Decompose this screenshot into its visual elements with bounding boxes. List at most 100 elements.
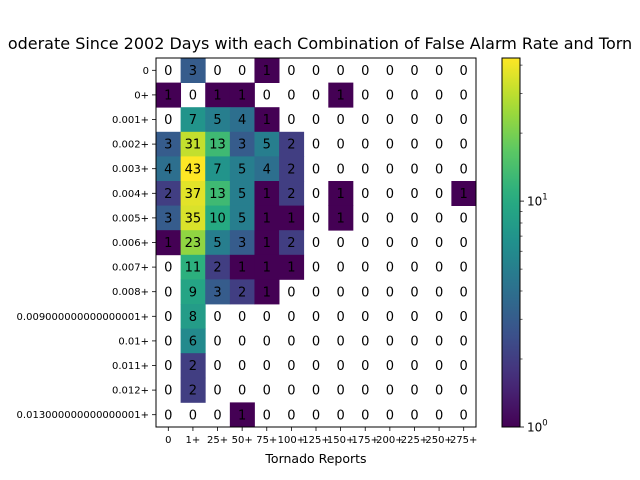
cell-value-label: 0 (238, 384, 246, 399)
cell-value-label: 2 (189, 384, 197, 399)
cell-value-label: 0 (435, 408, 443, 423)
y-tick-label: 0.011+ (112, 361, 149, 372)
cell-value-label: 1 (287, 261, 295, 276)
cell-value-label: 0 (164, 285, 172, 300)
x-tick-label: 150+ (327, 435, 354, 446)
cell-value-label: 0 (312, 187, 320, 202)
heatmap-cell (180, 377, 206, 403)
cell-value-label: 0 (312, 408, 320, 423)
cell-value-label: 0 (435, 261, 443, 276)
y-axis-ticks: 0 0+ 0.001+ 0.002+ 0.003+ 0.004+ 0.005+ 0.006+ 0… (17, 66, 156, 421)
cell-value-label: 5 (238, 212, 246, 227)
cell-value-label: 37 (185, 187, 202, 202)
colorbar-ticks: 100 101 (520, 64, 548, 435)
y-tick-label: 0.006+ (112, 238, 149, 249)
cell-value-label: 5 (213, 113, 221, 128)
cell-value-label: 0 (312, 162, 320, 177)
cell-value-label: 0 (435, 89, 443, 104)
cell-value-label: 0 (312, 89, 320, 104)
x-tick-label: 75+ (256, 435, 277, 446)
cell-value-label: 0 (312, 335, 320, 350)
cell-value-label: 0 (336, 408, 344, 423)
cell-value-label: 0 (213, 335, 221, 350)
cell-value-label: 2 (287, 236, 295, 251)
heatmap-cell (180, 58, 206, 83)
cell-value-label: 0 (435, 359, 443, 374)
heatmap-cell (229, 402, 255, 428)
cell-value-label: 3 (189, 64, 197, 79)
cell-value-label: 0 (312, 261, 320, 276)
cell-value-label: 0 (336, 261, 344, 276)
x-tick-label: 275+ (450, 435, 477, 446)
cell-value-label: 1 (263, 236, 271, 251)
cell-value-label: 1 (213, 89, 221, 104)
colorbar: 100 101 (501, 57, 548, 435)
cell-value-label: 0 (435, 310, 443, 325)
cell-value-label: 0 (238, 64, 246, 79)
cell-value-label: 0 (386, 408, 394, 423)
cell-value-label: 0 (312, 113, 320, 128)
cell-value-label: 0 (435, 285, 443, 300)
x-tick-label: 200+ (376, 435, 403, 446)
cell-value-label: 1 (238, 261, 246, 276)
cell-value-label: 4 (164, 162, 172, 177)
cell-value-label: 0 (386, 384, 394, 399)
cell-value-label: 0 (435, 384, 443, 399)
cell-value-label: 0 (336, 113, 344, 128)
heatmap-cell (156, 181, 182, 206)
cell-value-label: 0 (263, 408, 271, 423)
x-tick-label: 100+ (278, 435, 305, 446)
cell-value-label: 1 (263, 187, 271, 202)
cell-value-label: 0 (460, 212, 468, 227)
colorbar-gradient (502, 58, 520, 427)
heatmap-cell (180, 205, 206, 231)
cell-value-label: 0 (435, 162, 443, 177)
heatmap-cells (156, 58, 477, 428)
cell-value-label: 0 (164, 261, 172, 276)
cell-value-label: 0 (312, 64, 320, 79)
heatmap-cell (254, 230, 280, 256)
cell-value-label: 0 (460, 162, 468, 177)
cell-value-label: 1 (263, 113, 271, 128)
cell-value-label: 2 (287, 138, 295, 153)
cell-value-label: 0 (460, 310, 468, 325)
cell-value-label: 0 (336, 310, 344, 325)
cell-value-label: 0 (336, 64, 344, 79)
cell-value-label: 0 (386, 359, 394, 374)
cell-value-label: 9 (189, 285, 197, 300)
heatmap-cell (279, 230, 305, 256)
cell-value-label: 0 (312, 236, 320, 251)
cell-value-label: 0 (312, 212, 320, 227)
cell-value-label: 0 (410, 162, 418, 177)
cell-value-label: 0 (386, 261, 394, 276)
cell-value-label: 31 (185, 138, 202, 153)
cell-value-label: 0 (410, 335, 418, 350)
heatmap-cell (205, 107, 231, 133)
cell-value-label: 0 (460, 236, 468, 251)
x-tick-label: 125+ (302, 435, 329, 446)
cell-value-label: 1 (164, 89, 172, 104)
heatmap-cell (328, 82, 354, 108)
cell-value-label: 0 (460, 408, 468, 423)
cell-value-label: 0 (435, 187, 443, 202)
cell-value-label: 0 (435, 64, 443, 79)
y-tick-label: 0.001+ (112, 115, 149, 126)
cell-value-label: 5 (238, 187, 246, 202)
heatmap-cell (180, 156, 206, 182)
cell-value-label: 3 (164, 212, 172, 227)
cell-value-label: 0 (336, 384, 344, 399)
cell-value-label: 0 (312, 310, 320, 325)
cell-value-label: 0 (361, 162, 369, 177)
heatmap-cell (180, 279, 206, 305)
cell-value-label: 0 (361, 285, 369, 300)
cell-value-label: 7 (213, 162, 221, 177)
cell-value-label: 0 (410, 212, 418, 227)
cell-value-label: 0 (164, 384, 172, 399)
cell-value-label: 0 (460, 384, 468, 399)
y-tick-label: 0.008+ (112, 287, 149, 298)
cell-value-label: 0 (189, 89, 197, 104)
cell-value-label: 0 (263, 89, 271, 104)
cell-value-label: 13 (209, 187, 226, 202)
cell-value-labels: 0 3 0 0 1 0 0 0 0 0 0 0 0 1 0 1 1 0 0 0 1 0 0 0 0 0 0 7 5 4 1 0 0 0 0 0 0 0 0 3… (164, 64, 468, 423)
